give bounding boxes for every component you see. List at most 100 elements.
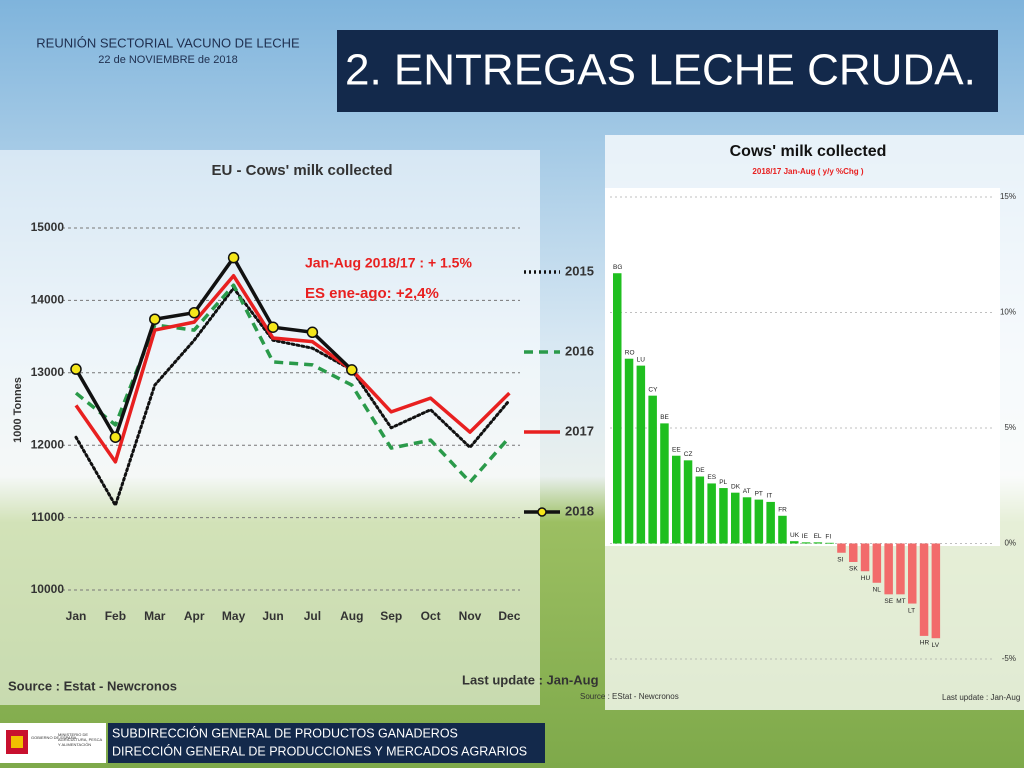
bar xyxy=(660,423,669,544)
y-tick-label: 14000 xyxy=(31,293,65,307)
legend-marker xyxy=(537,507,547,517)
annotation: Jan-Aug 2018/17 : + 1.5% xyxy=(305,255,472,271)
y-tick-label: 10000 xyxy=(31,582,65,596)
bar-label: ES xyxy=(707,474,716,481)
bar-label: EL xyxy=(814,533,822,540)
footer-text: DIRECCIÓN GENERAL DE PRODUCCIONES Y MERC… xyxy=(112,743,527,758)
bar-label: CY xyxy=(648,386,658,393)
x-tick-label: Apr xyxy=(184,609,205,623)
bar-label: BG xyxy=(613,264,622,271)
bar xyxy=(742,497,752,544)
y-tick-label: 13000 xyxy=(31,365,65,379)
bar xyxy=(860,543,870,572)
legend-label: 2015 xyxy=(565,263,594,278)
bar xyxy=(707,483,716,544)
series-line xyxy=(74,286,511,507)
series-line xyxy=(74,274,511,464)
bar-label: HR xyxy=(920,640,930,647)
bar xyxy=(683,460,693,544)
bar-label: RO xyxy=(625,349,635,356)
bar xyxy=(731,492,740,544)
bar-label: DK xyxy=(731,483,741,490)
bar xyxy=(908,543,917,604)
bar-label: UK xyxy=(790,532,800,539)
chart-subtitle: 2018/17 Jan-Aug ( y/y %Chg ) xyxy=(752,167,863,176)
bar-label: IT xyxy=(766,493,772,500)
x-tick-label: Jan xyxy=(66,609,87,623)
meeting-name: REUNIÓN SECTORIAL VACUNO DE LECHE xyxy=(36,35,300,50)
point xyxy=(267,321,279,333)
point xyxy=(188,306,200,319)
bar xyxy=(754,499,764,544)
y-tick-label: 12000 xyxy=(31,437,65,451)
bar xyxy=(672,455,681,544)
point xyxy=(149,313,161,325)
y-axis-label: 1000 Tonnes xyxy=(12,377,24,443)
chart-title: Cows' milk collected xyxy=(730,143,887,160)
meeting-date: 22 de NOVIEMBRE de 2018 xyxy=(98,54,237,66)
y-tick-label: 11000 xyxy=(31,510,64,524)
y-tick-label: 15% xyxy=(1000,192,1016,201)
bar-label: MT xyxy=(896,598,905,605)
bar-label: CZ xyxy=(684,451,693,458)
bar-label: EE xyxy=(672,446,681,453)
point xyxy=(109,431,122,443)
bar xyxy=(648,395,657,544)
bar xyxy=(766,501,775,544)
footer-box xyxy=(108,723,545,763)
bar-label: SK xyxy=(849,566,858,573)
bar xyxy=(931,543,941,639)
bar-label: NL xyxy=(873,586,882,593)
bar xyxy=(872,543,882,583)
legend-label: 2018 xyxy=(565,503,594,518)
x-tick-label: Oct xyxy=(421,609,441,623)
bar-label: BE xyxy=(660,414,669,421)
point xyxy=(306,326,319,339)
last-update: Last update : Jan-Aug xyxy=(462,672,599,687)
chart-title: EU - Cows' milk collected xyxy=(211,162,392,179)
bar-label: LU xyxy=(637,356,646,363)
x-tick-label: Nov xyxy=(459,609,482,623)
bar xyxy=(896,543,905,595)
bar-label: SI xyxy=(837,556,843,563)
bar xyxy=(790,541,799,544)
x-tick-label: Dec xyxy=(498,609,520,623)
annotation: ES ene-ago: +2,4% xyxy=(305,285,439,302)
bar-label: LV xyxy=(932,642,940,649)
bar xyxy=(778,515,787,544)
title-box xyxy=(337,30,998,112)
logo-ministry-text: MINISTERIO DE AGRICULTURA, PESCA Y ALIME… xyxy=(58,732,102,747)
bar-label: DE xyxy=(696,467,706,474)
plot-panel xyxy=(605,188,1000,546)
x-tick-label: Jul xyxy=(304,609,321,623)
x-tick-label: Mar xyxy=(144,609,166,623)
y-tick-label: 15000 xyxy=(31,220,65,234)
bar xyxy=(884,543,893,595)
logo-emblem xyxy=(11,736,23,748)
x-tick-label: Feb xyxy=(105,609,126,623)
legend-label: 2017 xyxy=(565,423,594,438)
point xyxy=(227,251,240,264)
series-line xyxy=(74,255,354,439)
bar xyxy=(801,542,811,544)
x-tick-label: Jun xyxy=(262,609,283,623)
y-tick-label: 0% xyxy=(1004,539,1016,548)
x-tick-label: May xyxy=(222,609,246,623)
bar-label: PT xyxy=(755,490,763,497)
bar-label: FI xyxy=(825,534,831,541)
bar xyxy=(613,273,622,544)
bar xyxy=(624,358,634,544)
point xyxy=(70,363,82,375)
bar-label: AT xyxy=(743,488,751,495)
last-update: Last update : Jan-Aug xyxy=(942,693,1020,702)
bar xyxy=(719,488,728,544)
y-tick-label: 5% xyxy=(1004,423,1016,432)
bar-label: LT xyxy=(908,607,915,614)
source: Source : EStat - Newcronos xyxy=(580,692,679,701)
bar xyxy=(837,543,846,553)
y-tick-label: -5% xyxy=(1002,654,1016,663)
y-tick-label: 10% xyxy=(1000,308,1016,317)
bar xyxy=(825,542,834,544)
x-tick-label: Aug xyxy=(340,609,363,623)
